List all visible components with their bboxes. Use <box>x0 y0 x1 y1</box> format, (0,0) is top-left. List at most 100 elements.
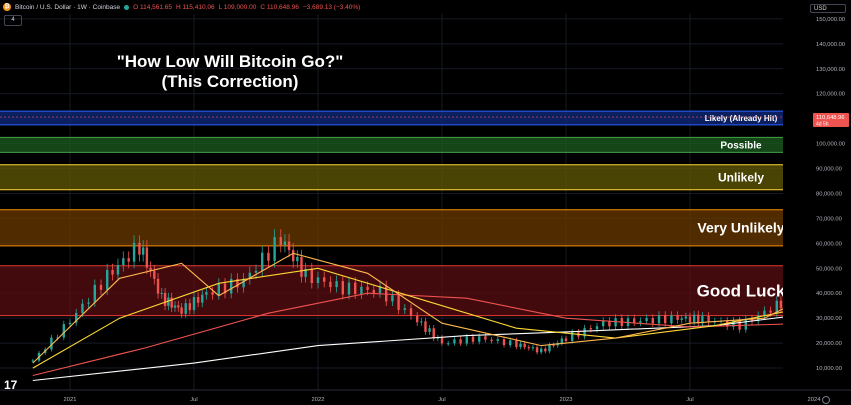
candle-body <box>763 310 766 316</box>
price-axis-label: 100,000.00 <box>816 142 845 148</box>
candle-body <box>173 305 177 308</box>
indicator-count-toggle[interactable]: 4 <box>4 15 22 26</box>
zone-label: Possible <box>720 140 762 151</box>
candle-body <box>93 284 96 303</box>
price-axis-label: 20,000.00 <box>816 341 842 347</box>
candle-body <box>707 315 710 323</box>
candle-body <box>701 315 704 324</box>
ohlc-high: H 115,410.06 <box>176 3 215 11</box>
zone-band <box>0 137 783 153</box>
candle-body <box>279 237 282 245</box>
candle-body <box>292 250 295 262</box>
candle-body <box>132 242 136 262</box>
current-price-label: 110,648.96 <box>816 115 845 121</box>
candle-body <box>170 297 173 308</box>
candle-body <box>670 315 673 324</box>
candle-body <box>432 328 435 339</box>
candle-body <box>769 310 772 313</box>
candle-body <box>519 343 522 347</box>
candle-body <box>81 303 84 313</box>
candle-body <box>684 316 688 319</box>
candle-body <box>323 277 326 282</box>
candle-body <box>177 305 180 308</box>
candle-body <box>296 256 299 262</box>
candle-body <box>496 339 499 342</box>
candle-body <box>310 269 313 284</box>
moving-average-line <box>32 267 851 369</box>
candle-body <box>639 321 642 323</box>
zone-label: Likely (Already Hit) <box>705 114 778 123</box>
candle-body <box>196 297 200 303</box>
candle-body <box>779 300 783 309</box>
candle-body <box>184 303 187 314</box>
ohlc-change: −3,689.13 (−3.40%) <box>302 3 361 11</box>
tradingview-logo-icon[interactable]: 17 <box>4 378 18 392</box>
price-axis-label: 90,000.00 <box>816 167 842 173</box>
currency-selector[interactable]: USD <box>810 4 846 13</box>
current-price-countdown: 4d 5h <box>816 122 829 128</box>
candle-body <box>341 281 344 295</box>
zone-label: Good Luck <box>697 282 786 301</box>
candle-body <box>68 322 72 325</box>
symbol-label[interactable]: Bitcoin / U.S. Dollar · 1W · Coinbase <box>15 3 121 11</box>
candle-body <box>347 282 351 295</box>
price-axis-label: 10,000.00 <box>816 366 842 372</box>
time-axis-label: Jul <box>686 397 693 403</box>
candle-body <box>397 295 400 310</box>
market-status-icon <box>124 4 130 10</box>
zone-band <box>0 111 783 125</box>
candle-body <box>692 314 696 323</box>
candle-body <box>160 292 163 294</box>
time-axis-label: 2021 <box>64 397 77 403</box>
candle-body <box>145 247 149 268</box>
candle-body <box>223 283 227 294</box>
candle-body <box>680 318 683 320</box>
candle-body <box>602 320 605 327</box>
candle-body <box>548 344 551 352</box>
settings-gear-icon[interactable] <box>822 396 830 404</box>
candle-body <box>544 348 547 352</box>
bitcoin-logo-icon: ₿ <box>3 3 11 11</box>
candle-body <box>416 315 419 323</box>
candle-body <box>201 294 204 303</box>
candle-body <box>775 300 778 313</box>
candle-body <box>304 269 307 277</box>
candle-body <box>62 324 65 338</box>
candle-body <box>127 258 130 262</box>
candle-body <box>490 339 493 342</box>
candle-body <box>478 336 481 342</box>
candle-body <box>484 336 487 340</box>
candle-body <box>651 318 654 324</box>
candle-body <box>192 297 196 311</box>
candle-body <box>75 312 78 323</box>
candle-body <box>188 303 192 311</box>
price-axis-label: 140,000.00 <box>816 42 845 48</box>
zone-band <box>0 164 783 190</box>
candle-body <box>156 278 160 294</box>
candle-body <box>391 295 394 302</box>
price-axis-label: 60,000.00 <box>816 241 842 247</box>
candle-body <box>540 348 543 353</box>
candle-body <box>583 328 586 337</box>
zone-band <box>0 209 783 246</box>
candle-body <box>31 360 34 362</box>
candle-body <box>242 278 245 288</box>
candle-body <box>664 315 667 324</box>
candle-body <box>744 318 747 330</box>
candle-body <box>688 316 692 323</box>
candle-body <box>515 340 518 347</box>
candle-body <box>316 277 320 284</box>
candle-body <box>608 320 611 327</box>
time-axis-label: Jul <box>190 397 197 403</box>
price-axis-label: 80,000.00 <box>816 191 842 197</box>
candle-body <box>116 265 120 275</box>
candle-body <box>163 292 167 306</box>
price-axis-label: 50,000.00 <box>816 266 842 272</box>
candle-body <box>436 337 440 339</box>
zone-label: Unlikely <box>718 170 764 184</box>
candle-body <box>50 337 53 350</box>
candle-body <box>552 344 555 346</box>
ohlc-close: C 110,648.96 <box>260 3 299 11</box>
candle-body <box>153 270 156 279</box>
